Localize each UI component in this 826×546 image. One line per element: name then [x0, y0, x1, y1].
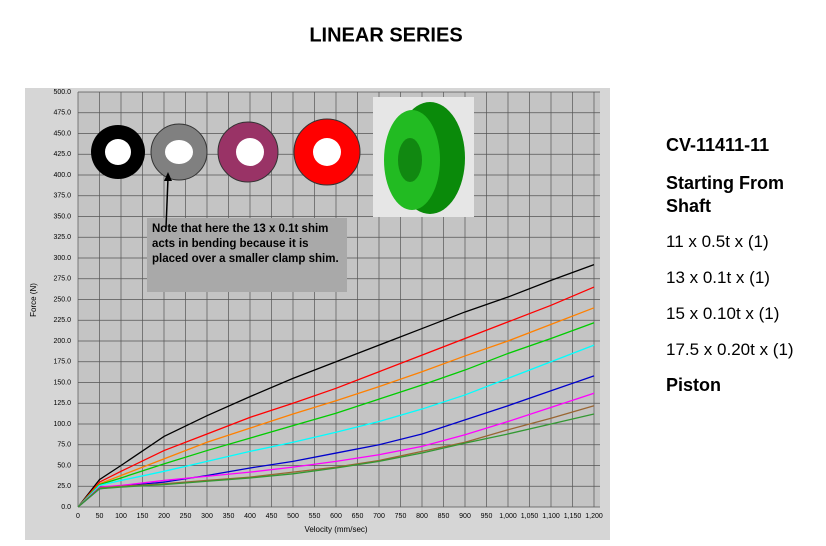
- x-tick-label: 100: [115, 513, 127, 520]
- series-line: [77, 322, 595, 508]
- part-number: CV-11411-11: [666, 135, 770, 155]
- x-tick-label: 250: [180, 513, 192, 520]
- y-tick-label: 225.0: [53, 317, 71, 324]
- shim: 15 x 0.10t x (1): [666, 304, 780, 323]
- x-tick-label: 450: [266, 513, 278, 520]
- series-line: [77, 307, 595, 508]
- shim: 17.5 x 0.20t x (1): [666, 340, 794, 359]
- x-tick-label: 1,100: [542, 513, 560, 520]
- x-tick-label: 500: [287, 513, 299, 520]
- y-tick-label: 325.0: [53, 234, 71, 241]
- arrow-head: [164, 172, 172, 181]
- heading: Starting From Shaft: [666, 173, 785, 216]
- y-tick-label: 300.0: [53, 255, 71, 262]
- y-tick-label: 150.0: [53, 379, 71, 386]
- y-tick-label: 375.0: [53, 193, 71, 200]
- y-tick-label: 450.0: [53, 130, 71, 137]
- note-arrow: [165, 177, 169, 229]
- x-tick-label: 50: [96, 513, 104, 520]
- y-tick-label: 475.0: [53, 110, 71, 117]
- x-tick-label: 950: [481, 513, 493, 520]
- y-tick-label: 175.0: [53, 359, 71, 366]
- annotation: Note that here the 13 x 0.1t shim acts i…: [152, 223, 339, 265]
- x-tick-label: 600: [330, 513, 342, 520]
- x-tick-label: 1,000: [499, 513, 517, 520]
- x-tick-label: 300: [201, 513, 213, 520]
- x-tick-label: 350: [223, 513, 235, 520]
- x-tick-label: 550: [309, 513, 321, 520]
- y-tick-label: 250.0: [53, 296, 71, 303]
- series-line: [77, 286, 595, 508]
- y-tick-label: 500.0: [53, 89, 71, 96]
- ring-hole: [165, 140, 193, 164]
- piston-image: [373, 97, 474, 217]
- series-line: [77, 392, 595, 508]
- x-tick-label: 400: [244, 513, 256, 520]
- ring-hole: [105, 139, 131, 165]
- series-line: [77, 413, 595, 508]
- x-tick-label: 150: [137, 513, 149, 520]
- x-tick-label: 1,200: [585, 513, 603, 520]
- shim: 11 x 0.5t x (1): [666, 232, 769, 251]
- y-tick-label: 425.0: [53, 151, 71, 158]
- y-tick-label: 100.0: [53, 421, 71, 428]
- ring-hole: [236, 138, 264, 166]
- y-tick-label: 75.0: [57, 442, 71, 449]
- x-axis-label: Velocity (mm/sec): [304, 525, 367, 534]
- y-tick-label: 125.0: [53, 400, 71, 407]
- y-tick-label: 0.0: [61, 504, 71, 511]
- y-tick-label: 25.0: [57, 483, 71, 490]
- footer: Piston: [666, 375, 722, 395]
- piston-hub: [398, 138, 422, 182]
- x-tick-label: 700: [373, 513, 385, 520]
- x-tick-label: 800: [416, 513, 428, 520]
- x-tick-label: 1,150: [564, 513, 582, 520]
- series-line: [77, 344, 595, 508]
- y-tick-label: 350.0: [53, 213, 71, 220]
- y-tick-label: 400.0: [53, 172, 71, 179]
- note-box: [147, 218, 347, 292]
- y-tick-label: 275.0: [53, 276, 71, 283]
- y-tick-label: 50.0: [57, 462, 71, 469]
- ring-hole: [313, 138, 341, 166]
- x-tick-label: 1,050: [521, 513, 539, 520]
- x-tick-label: 0: [76, 513, 80, 520]
- y-tick-label: 200.0: [53, 338, 71, 345]
- x-tick-label: 900: [459, 513, 471, 520]
- chart: LINEAR SERIES 0.0 25.0 50.0 75.0 100.0 125.0 1…: [25, 24, 610, 540]
- x-tick-label: 650: [352, 513, 364, 520]
- y-axis-label: Force (N): [29, 283, 38, 317]
- chart-title: LINEAR SERIES: [309, 24, 462, 46]
- x-tick-label: 750: [395, 513, 407, 520]
- series-line: [77, 405, 595, 508]
- shim: 13 x 0.1t x (1): [666, 268, 770, 287]
- x-tick-label: 200: [158, 513, 170, 520]
- x-tick-label: 850: [438, 513, 450, 520]
- series-line: [77, 264, 595, 508]
- shim-rings: [91, 118, 361, 186]
